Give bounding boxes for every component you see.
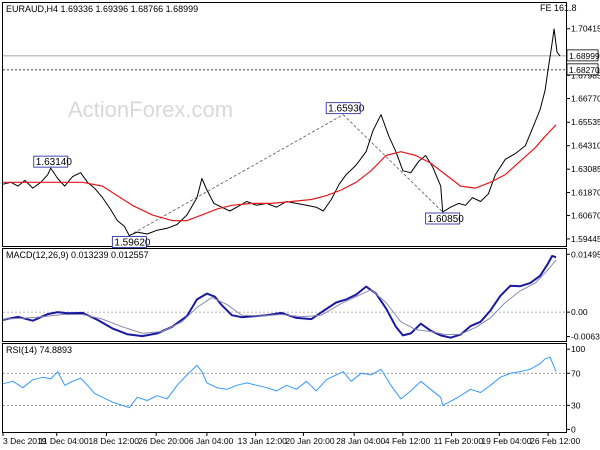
xtick-label: 20 Jan 20:00: [285, 436, 334, 446]
xtick-label: 13 Jan 12:00: [238, 436, 287, 446]
price-series-ma: [3, 124, 557, 222]
xtick-label: 26 Dec 20:00: [138, 436, 189, 446]
swing-annotation-label: 1.59620: [114, 238, 151, 249]
xtick-label: 19 Feb 04:00: [481, 436, 531, 446]
rsi-series-rsi: [2, 356, 557, 409]
xtick-label: 26 Feb 12:00: [530, 436, 580, 446]
rsi-ytick-label: 100: [571, 344, 585, 354]
xtick-label: 28 Jan 04:00: [336, 436, 385, 446]
rsi-ytick-label: 0: [571, 424, 576, 434]
swing-annotation-box: [111, 236, 147, 248]
macd-panel-frame: [2, 248, 567, 342]
price-ytick-label: 1.61870: [571, 187, 600, 197]
macd-series-signal: [2, 259, 557, 336]
swing-annotation-label: 1.60850: [428, 214, 465, 225]
swing-annotation-box: [425, 212, 461, 225]
trendline-2: [342, 114, 443, 213]
current-price-tag: [566, 49, 599, 62]
price-series-price: [2, 28, 561, 237]
current-price-label: 1.68999: [569, 51, 600, 61]
price-ytick-label: 1.63085: [571, 164, 600, 174]
macd-panel-header: MACD(12,26,9) 0.013239 0.012557: [6, 250, 149, 260]
price-ytick-label: 1.66770: [571, 94, 600, 104]
swing-annotation-label: 1.63140: [36, 157, 73, 168]
price-ytick-label: 1.64310: [571, 141, 600, 151]
watermark: ActionForex.com: [68, 97, 233, 122]
macd-series-macd: [2, 255, 557, 339]
price-layer: 1.70415 1.67985 1.66770 1.65535 1.64310 1.630…: [2, 24, 600, 249]
xtick-label: 4 Feb 12:00: [385, 436, 431, 446]
price-ytick-label: 1.70415: [571, 24, 600, 34]
xtick-label: 3 Dec 2019: [3, 436, 47, 446]
level-label: 1.68270: [569, 65, 600, 75]
rsi-panel-frame: [2, 343, 567, 433]
xtick-label: 11 Dec 04:00: [39, 436, 89, 446]
price-ytick-label: 1.67985: [571, 70, 600, 80]
macd-ytick-label: 0.00: [571, 307, 588, 317]
swing-annotation-label: 1.65930: [328, 104, 365, 115]
rsi-panel-header: RSI(14) 74.8893: [6, 345, 72, 355]
trendline-1: [129, 114, 344, 236]
xtick-label: 18 Dec 12:00: [88, 436, 139, 446]
price-ytick-label: 1.59445: [571, 234, 600, 244]
price-panel-frame: [2, 2, 567, 247]
fib-label: FE 161.8: [540, 3, 577, 13]
rsi-layer: 100 70 30 0: [2, 344, 585, 434]
swing-annotation-box: [325, 102, 361, 115]
macd-layer: 0.014957 0.00 -0.006325: [2, 249, 600, 342]
price-ytick-label: 1.60670: [571, 210, 600, 220]
rsi-ytick-label: 70: [571, 368, 581, 378]
price-panel-header: EURAUD,H4 1.69336 1.69396 1.68766 1.6899…: [6, 4, 198, 14]
macd-ytick-label: 0.014957: [571, 249, 600, 259]
xtick-label: 11 Feb 20:00: [434, 436, 484, 446]
price-ytick-label: 1.65535: [571, 117, 600, 127]
swing-annotation-box: [33, 155, 69, 168]
macd-ytick-label: -0.006325: [571, 332, 600, 342]
rsi-ytick-label: 30: [571, 400, 581, 410]
xtick-label: 6 Jan 04:00: [189, 436, 234, 446]
level-tag: [566, 63, 599, 76]
